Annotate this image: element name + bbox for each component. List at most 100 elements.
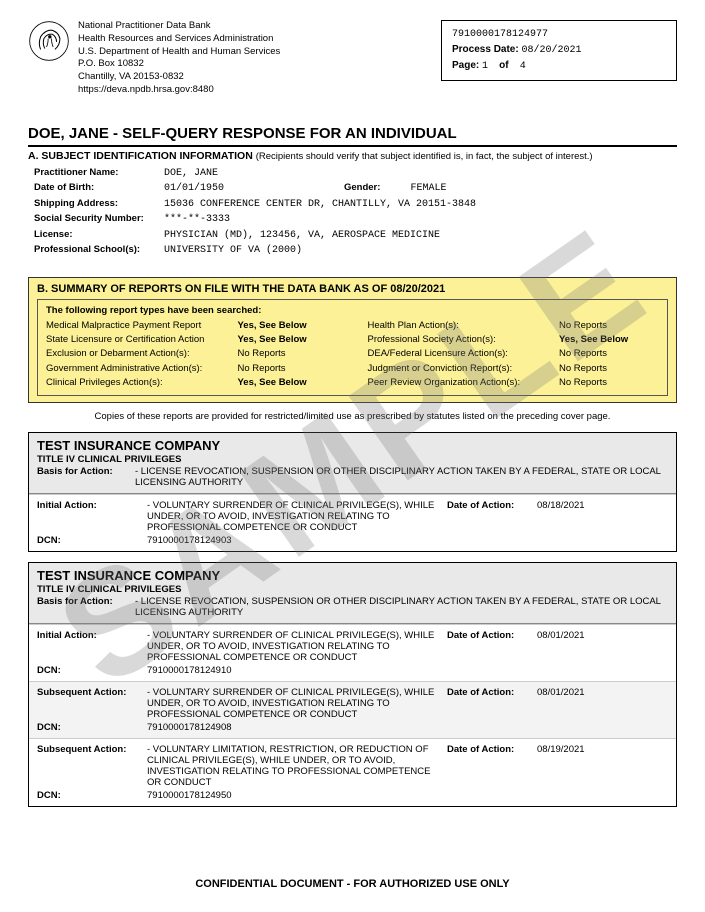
doa-label: Date of Action:	[447, 687, 537, 720]
report-type-value: No Reports	[559, 347, 659, 361]
basis-label: Basis for Action:	[37, 466, 135, 488]
gender: FEMALE	[410, 181, 677, 197]
dcn-value: 7910000178124903	[147, 535, 232, 546]
section-b-intro: The following report types have been sea…	[46, 305, 659, 316]
report-basis: Basis for Action:- LICENSE REVOCATION, S…	[37, 596, 668, 618]
action-desc: - VOLUNTARY SURRENDER OF CLINICAL PRIVIL…	[147, 687, 447, 720]
report-type-value: Yes, See Below	[238, 333, 338, 347]
action-label: Subsequent Action:	[37, 744, 147, 788]
practitioner-name-label: Practitioner Name:	[34, 166, 164, 182]
page-num: 1	[482, 61, 488, 72]
dob-label: Date of Birth:	[34, 181, 164, 197]
school-label: Professional School(s):	[34, 243, 164, 259]
report-box: TEST INSURANCE COMPANYTITLE IV CLINICAL …	[28, 562, 677, 807]
report-company: TEST INSURANCE COMPANY	[37, 568, 668, 583]
report-header: TEST INSURANCE COMPANYTITLE IV CLINICAL …	[29, 563, 676, 624]
report-type-name: Government Administrative Action(s):	[46, 362, 238, 376]
basis-label: Basis for Action:	[37, 596, 135, 618]
report-type-name: Clinical Privileges Action(s):	[46, 376, 238, 390]
doa-label: Date of Action:	[447, 500, 537, 533]
org-line: National Practitioner Data Bank	[78, 20, 280, 33]
action-desc: - VOLUNTARY SURRENDER OF CLINICAL PRIVIL…	[147, 500, 447, 533]
report-action: Subsequent Action:- VOLUNTARY LIMITATION…	[29, 738, 676, 806]
doa-value: 08/01/2021	[537, 687, 668, 720]
reports-container: TEST INSURANCE COMPANYTITLE IV CLINICAL …	[28, 432, 677, 807]
action-desc: - VOLUNTARY LIMITATION, RESTRICTION, OR …	[147, 744, 447, 788]
dcn-value: 7910000178124950	[147, 790, 232, 801]
report-subtitle: TITLE IV CLINICAL PRIVILEGES	[37, 584, 668, 595]
org-address: National Practitioner Data Bank Health R…	[78, 20, 280, 97]
header-left: National Practitioner Data Bank Health R…	[28, 20, 280, 97]
report-header: TEST INSURANCE COMPANYTITLE IV CLINICAL …	[29, 433, 676, 494]
action-label: Initial Action:	[37, 630, 147, 663]
report-type-name: Health Plan Action(s):	[368, 319, 560, 333]
report-types-right: Health Plan Action(s):No ReportsProfessi…	[368, 319, 660, 390]
report-type-row: Judgment or Conviction Report(s):No Repo…	[368, 362, 660, 376]
report-subtitle: TITLE IV CLINICAL PRIVILEGES	[37, 454, 668, 465]
report-type-value: No Reports	[559, 319, 659, 333]
report-type-value: Yes, See Below	[238, 319, 338, 333]
report-type-value: Yes, See Below	[238, 376, 338, 390]
ssn: ***-**-3333	[164, 212, 677, 228]
doa-label: Date of Action:	[447, 744, 537, 788]
license-label: License:	[34, 228, 164, 244]
process-date-label: Process Date:	[452, 44, 519, 55]
org-line: Health Resources and Services Administra…	[78, 33, 280, 46]
report-type-name: Medical Malpractice Payment Report	[46, 319, 238, 333]
report-box: TEST INSURANCE COMPANYTITLE IV CLINICAL …	[28, 432, 677, 552]
action-desc: - VOLUNTARY SURRENDER OF CLINICAL PRIVIL…	[147, 630, 447, 663]
org-line: U.S. Department of Health and Human Serv…	[78, 46, 280, 59]
report-type-row: Medical Malpractice Payment ReportYes, S…	[46, 319, 338, 333]
report-basis: Basis for Action:- LICENSE REVOCATION, S…	[37, 466, 668, 488]
report-type-row: Health Plan Action(s):No Reports	[368, 319, 660, 333]
ssn-label: Social Security Number:	[34, 212, 164, 228]
org-line: P.O. Box 10832	[78, 58, 280, 71]
report-action: Initial Action:- VOLUNTARY SURRENDER OF …	[29, 494, 676, 551]
shipping: 15036 CONFERENCE CENTER DR, CHANTILLY, V…	[164, 197, 677, 213]
report-type-name: Peer Review Organization Action(s):	[368, 376, 560, 390]
page-label: Page:	[452, 60, 479, 71]
gender-label: Gender:	[344, 181, 380, 197]
report-types-grid: Medical Malpractice Payment ReportYes, S…	[46, 319, 659, 390]
report-type-name: State Licensure or Certification Action	[46, 333, 238, 347]
report-type-value: No Reports	[559, 376, 659, 390]
report-type-row: Professional Society Action(s):Yes, See …	[368, 333, 660, 347]
header: National Practitioner Data Bank Health R…	[28, 20, 677, 97]
practitioner-name: DOE, JANE	[164, 166, 677, 182]
report-type-name: DEA/Federal Licensure Action(s):	[368, 347, 560, 361]
report-type-name: Professional Society Action(s):	[368, 333, 560, 347]
doa-value: 08/18/2021	[537, 500, 668, 533]
section-b-heading: B. SUMMARY OF REPORTS ON FILE WITH THE D…	[37, 283, 668, 295]
identification-grid: Practitioner Name: DOE, JANE Date of Bir…	[34, 166, 677, 259]
report-type-row: Government Administrative Action(s):No R…	[46, 362, 338, 376]
process-date: 08/20/2021	[521, 45, 581, 56]
section-b-inner: The following report types have been sea…	[37, 299, 668, 396]
footer: CONFIDENTIAL DOCUMENT - FOR AUTHORIZED U…	[0, 878, 705, 890]
report-type-value: No Reports	[559, 362, 659, 376]
report-type-row: Peer Review Organization Action(s):No Re…	[368, 376, 660, 390]
doa-label: Date of Action:	[447, 630, 537, 663]
page-title: DOE, JANE - SELF-QUERY RESPONSE FOR AN I…	[28, 125, 677, 147]
basis-value: - LICENSE REVOCATION, SUSPENSION OR OTHE…	[135, 596, 668, 618]
doa-value: 08/01/2021	[537, 630, 668, 663]
report-types-left: Medical Malpractice Payment ReportYes, S…	[46, 319, 338, 390]
org-line: Chantilly, VA 20153-0832	[78, 71, 280, 84]
of-label: of	[499, 60, 508, 71]
dcn-value: 7910000178124910	[147, 665, 232, 676]
report-type-row: Clinical Privileges Action(s):Yes, See B…	[46, 376, 338, 390]
report-type-value: Yes, See Below	[559, 333, 659, 347]
page: National Practitioner Data Bank Health R…	[0, 0, 705, 807]
action-label: Subsequent Action:	[37, 687, 147, 720]
doa-value: 08/19/2021	[537, 744, 668, 788]
dob: 01/01/1950	[164, 181, 304, 197]
basis-value: - LICENSE REVOCATION, SUSPENSION OR OTHE…	[135, 466, 668, 488]
dcn-label: DCN:	[37, 665, 147, 676]
section-b: B. SUMMARY OF REPORTS ON FILE WITH THE D…	[28, 277, 677, 403]
shipping-label: Shipping Address:	[34, 197, 164, 213]
dcn-value: 7910000178124908	[147, 722, 232, 733]
dcn-label: DCN:	[37, 790, 147, 801]
report-type-name: Exclusion or Debarment Action(s):	[46, 347, 238, 361]
stamp-box: 7910000178124977 Process Date: 08/20/202…	[441, 20, 677, 81]
section-a-heading: A. SUBJECT IDENTIFICATION INFORMATION (R…	[28, 150, 677, 162]
section-a-paren: (Recipients should verify that subject i…	[256, 151, 593, 162]
